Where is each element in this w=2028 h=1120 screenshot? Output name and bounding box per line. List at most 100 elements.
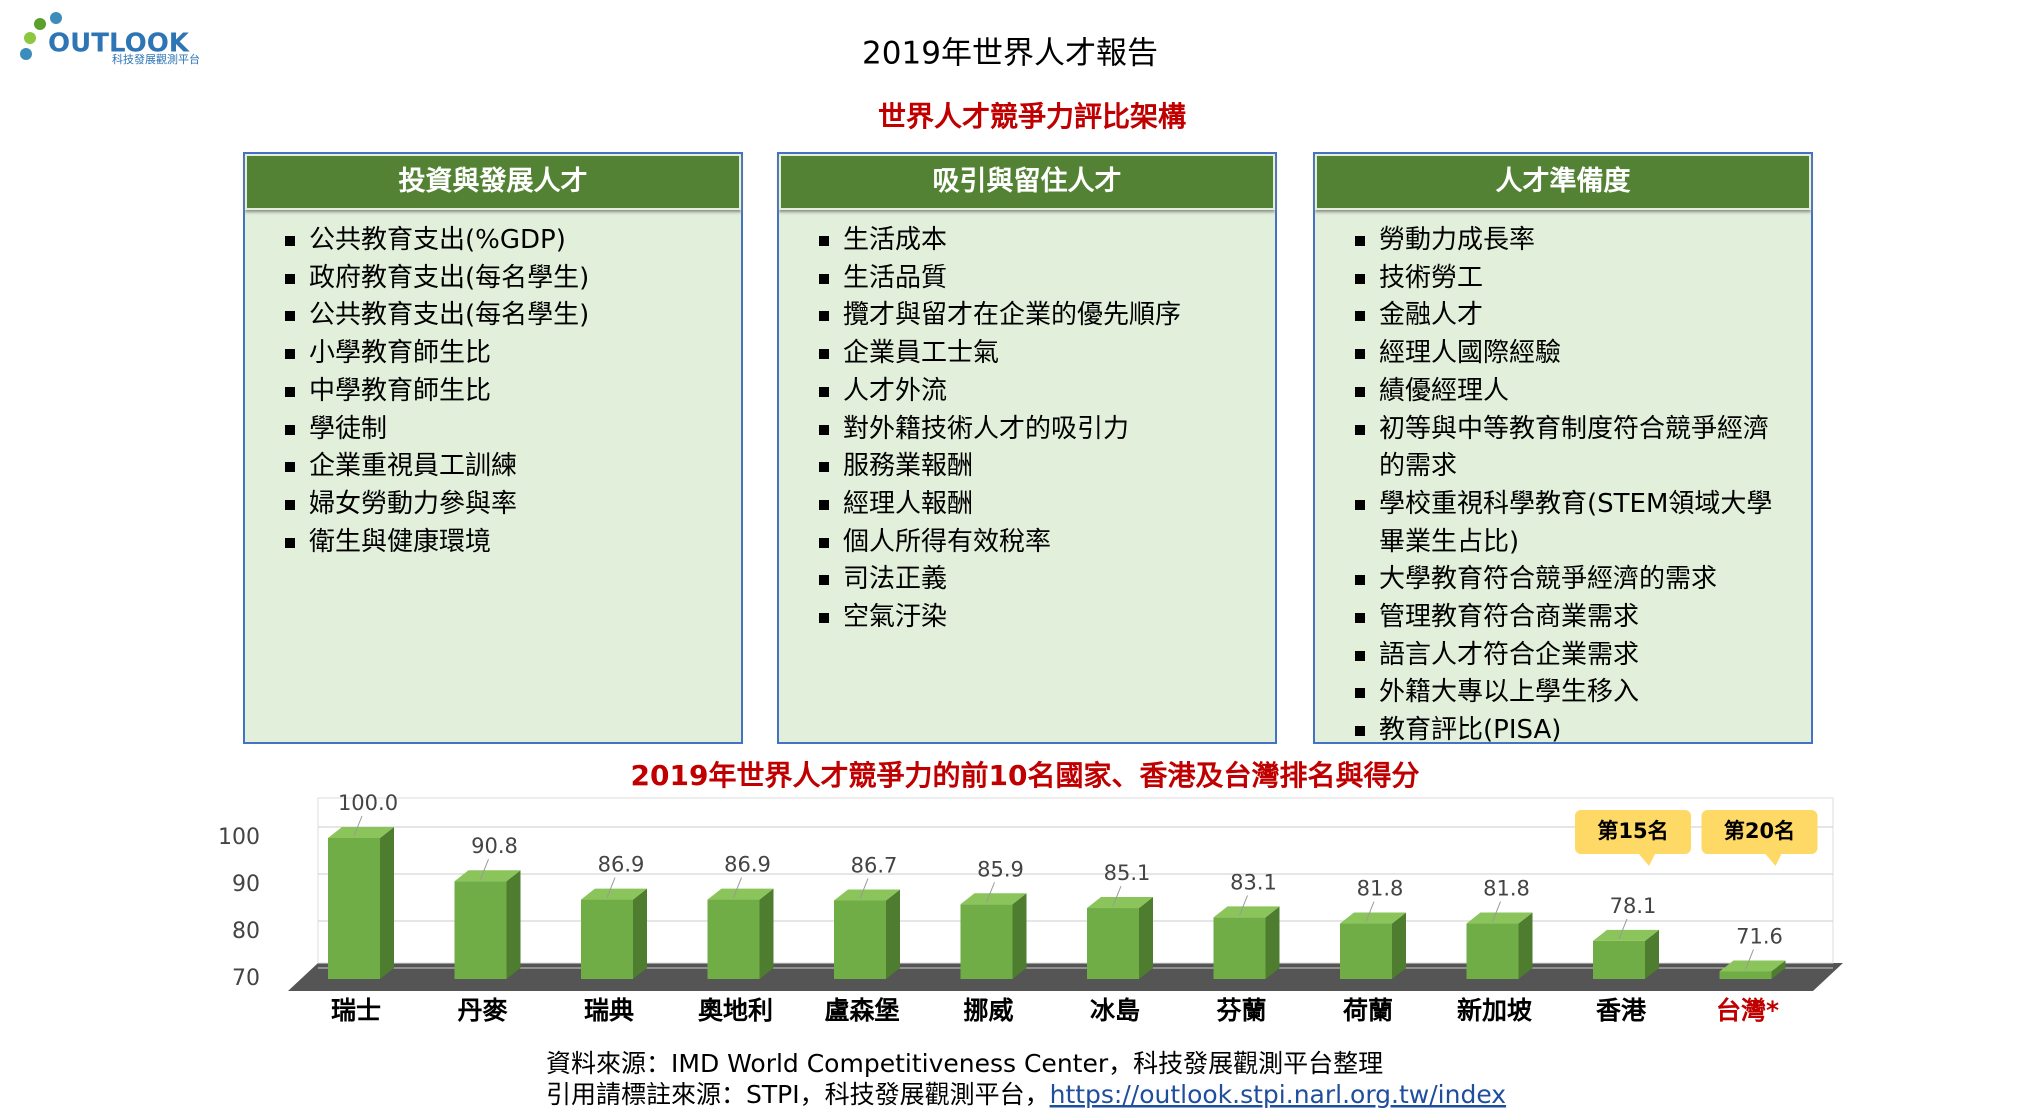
y-tick-label: 80 <box>232 919 260 944</box>
x-tick-label: 香港 <box>1596 996 1647 1025</box>
item: 政府教育支出(每名學生) <box>285 260 705 298</box>
chart-title: 2019年世界人才競爭力的前10名國家、香港及台灣排名與得分 <box>631 759 1420 792</box>
bar-top <box>834 889 900 901</box>
bar <box>960 904 1013 979</box>
bar-top <box>581 888 647 900</box>
label-leader <box>353 815 363 837</box>
item: 勞動力成長率 <box>1355 222 1775 260</box>
label-leader <box>1745 949 1754 970</box>
item: 語言人才符合企業需求 <box>1355 637 1775 675</box>
panel-title: 吸引與留住人才 <box>779 154 1275 210</box>
bar-side <box>1265 906 1280 979</box>
label-leader <box>1239 895 1248 916</box>
value-label: 86.9 <box>724 853 771 877</box>
item: 管理教育符合商業需求 <box>1355 599 1775 637</box>
value-label: 81.8 <box>1357 877 1404 901</box>
source: 資料來源：IMD World Competitiveness Center，科技… <box>546 1049 1383 1078</box>
bar-side <box>886 889 900 979</box>
item: 初等與中等教育制度符合競爭經濟的需求 <box>1355 411 1775 486</box>
bar-side <box>380 827 394 979</box>
item: 公共教育支出(%GDP) <box>285 222 705 260</box>
item: 學校重視科學教育(STEM領域大學畢業生占比) <box>1355 486 1775 561</box>
x-tick-label: 瑞士 <box>331 996 381 1025</box>
label-leader <box>733 877 742 898</box>
x-tick-label: 荷蘭 <box>1343 996 1393 1025</box>
x-tick-label: 瑞典 <box>584 996 634 1025</box>
item-list: 公共教育支出(%GDP) 政府教育支出(每名學生) 公共教育支出(每名學生) 小學教育… <box>285 222 705 561</box>
bar-side <box>759 888 774 979</box>
item: 小學教育師生比 <box>285 335 705 373</box>
panel: 人才準備度 勞動力成長率 技術勞工 金融人才 經理人國際經驗 績優經理人 初等與中等教育制度… <box>1313 152 1813 745</box>
item: 技術勞工 <box>1355 260 1775 298</box>
item: 績優經理人 <box>1355 373 1775 411</box>
item: 生活成本 <box>819 222 1239 260</box>
item: 生活品質 <box>819 260 1239 298</box>
logo-tagline: 科技發展觀測平台 <box>112 52 200 66</box>
label-leader <box>859 878 869 899</box>
label-leader <box>1618 918 1628 940</box>
x-tick-label: 挪威 <box>963 996 1013 1025</box>
bar <box>1213 917 1266 979</box>
x-tick-label: 芬蘭 <box>1216 996 1266 1025</box>
label-leader <box>1492 901 1501 922</box>
value-label: 85.1 <box>1104 861 1151 885</box>
value-label: 86.9 <box>598 853 645 877</box>
logo-name: OUTLOOK <box>48 29 190 59</box>
value-label: 71.6 <box>1736 924 1783 948</box>
bar-top <box>1213 906 1280 918</box>
callout-text: 第20名 <box>1724 819 1795 843</box>
item: 中學教育師生比 <box>285 373 705 411</box>
bar-side <box>633 888 647 979</box>
floor <box>288 963 1843 991</box>
y-tick-label: 70 <box>232 966 260 991</box>
x-tick-label: 冰島 <box>1090 996 1140 1025</box>
item: 公共教育支出(每名學生) <box>285 297 705 335</box>
item: 外籍大專以上學生移入 <box>1355 674 1775 712</box>
bar <box>1466 923 1519 979</box>
bar <box>1087 908 1139 979</box>
bar-side <box>1012 893 1027 979</box>
label-leader <box>1112 885 1122 907</box>
page-title: 2019年世界人才報告 <box>862 36 1158 72</box>
item-list: 勞動力成長率 技術勞工 金融人才 經理人國際經驗 績優經理人 初等與中等教育制度符合競爭經… <box>1355 222 1775 750</box>
item: 學徒制 <box>285 411 705 449</box>
value-label: 81.8 <box>1483 877 1530 901</box>
bar-top <box>1087 897 1153 909</box>
item: 企業重視員工訓練 <box>285 448 705 486</box>
logo: OUTLOOK 科技發展觀測平台 <box>20 12 200 66</box>
citation: 引用請標註來源：STPI，科技發展觀測平台，https://outlook.st… <box>546 1080 1506 1109</box>
bar-top <box>960 893 1027 905</box>
bar <box>328 838 380 979</box>
panel-title: 人才準備度 <box>1315 154 1811 210</box>
bar <box>581 899 633 979</box>
callout <box>1575 810 1691 866</box>
item: 企業員工士氣 <box>819 335 1239 373</box>
item: 服務業報酬 <box>819 448 1239 486</box>
bar-top <box>1466 912 1533 924</box>
bar-side <box>1771 960 1786 979</box>
value-label: 85.9 <box>977 857 1024 881</box>
x-tick-label: 新加坡 <box>1457 996 1532 1025</box>
bar-side <box>1392 912 1406 979</box>
subtitle: 世界人才競爭力評比架構 <box>878 100 1186 133</box>
label-leader <box>480 859 489 880</box>
item: 個人所得有效稅率 <box>819 524 1239 562</box>
bar-side <box>506 870 521 979</box>
bar <box>1593 940 1645 979</box>
bar-top <box>454 870 521 882</box>
value-label: 100.0 <box>338 791 398 815</box>
panel: 投資與發展人才 公共教育支出(%GDP) 政府教育支出(每名學生) 公共教育支出(每名… <box>243 152 743 744</box>
item: 人才外流 <box>819 373 1239 411</box>
item: 經理人國際經驗 <box>1355 335 1775 373</box>
bar-side <box>1518 912 1533 979</box>
citation-text: 引用請標註來源：STPI，科技發展觀測平台， <box>546 1080 1050 1109</box>
link[interactable]: https://outlook.stpi.narl.org.tw/index <box>1050 1080 1506 1109</box>
callout-text: 第15名 <box>1597 819 1668 843</box>
label-leader <box>986 882 995 903</box>
back-wall <box>317 797 1834 964</box>
bar-side <box>1645 929 1659 979</box>
x-tick-label: 奧地利 <box>698 996 773 1025</box>
bar-top <box>1340 912 1406 924</box>
